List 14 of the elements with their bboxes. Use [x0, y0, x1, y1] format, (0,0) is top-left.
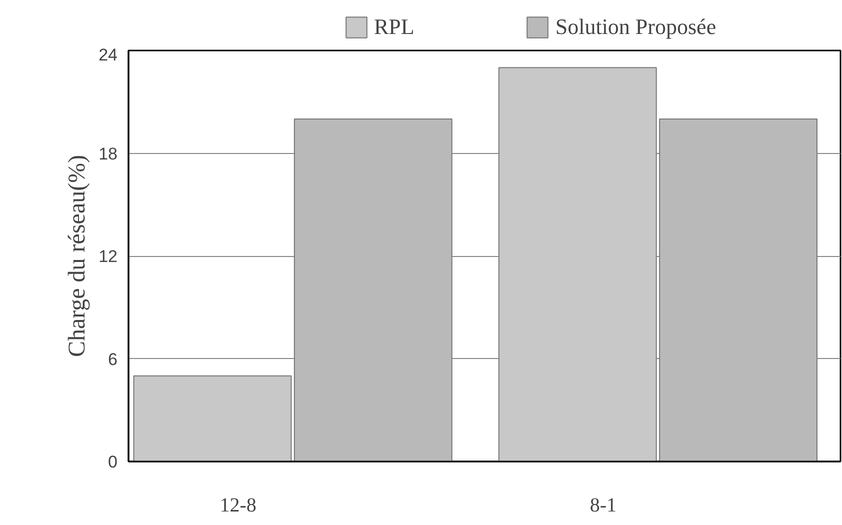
bar [659, 118, 818, 462]
x-tick-label: 12-8 [220, 494, 256, 516]
y-tick-label: 12 [98, 247, 118, 266]
bar [294, 118, 452, 462]
y-tick-label: 6 [108, 350, 118, 369]
bar [498, 67, 657, 462]
y-tick-label: 18 [98, 144, 118, 164]
x-tick-label: 8-1 [590, 494, 617, 516]
y-tick-label: 0 [108, 452, 118, 472]
legend-label: Solution Proposée [555, 14, 716, 40]
bar [133, 375, 292, 462]
legend-label: RPL [374, 14, 414, 40]
y-axis-title: Charge du réseau(%) [64, 154, 91, 358]
y-tick-label: 24 [98, 46, 118, 64]
